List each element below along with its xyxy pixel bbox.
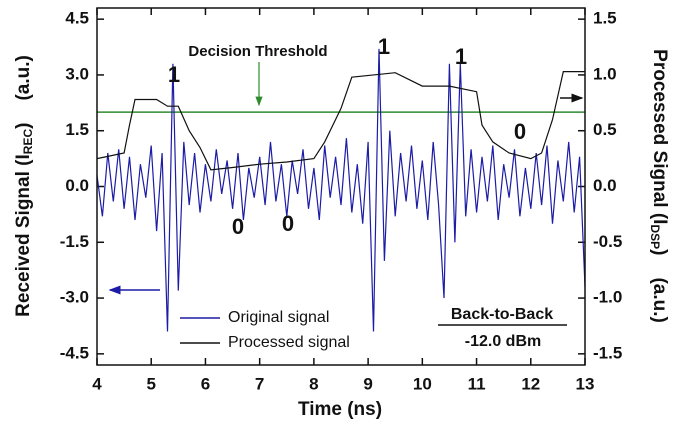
x-tick-label: 9 bbox=[363, 374, 372, 393]
series-line bbox=[96, 48, 586, 332]
y-tick-label: 0.0 bbox=[65, 176, 89, 195]
y2-axis-title-main: Processed Signal (I bbox=[649, 49, 670, 224]
y2-tick-label: -1.5 bbox=[593, 343, 622, 362]
y-axis-title-end: ) bbox=[13, 123, 34, 129]
y-axis-title: Received Signal (IREC) (a.u.) bbox=[13, 55, 35, 317]
annotation: 0 bbox=[514, 119, 526, 144]
x-tick-label: 12 bbox=[521, 374, 540, 393]
y2-axis-title-end: ) bbox=[649, 249, 670, 255]
legend-label: Original signal bbox=[228, 309, 329, 326]
y2-tick-label: 1.0 bbox=[593, 64, 617, 83]
annotation: Decision Threshold bbox=[188, 43, 327, 60]
y-tick-label: 3.0 bbox=[65, 64, 89, 83]
annotation: Back-to-Back bbox=[451, 306, 553, 323]
x-tick-label: 13 bbox=[576, 374, 595, 393]
x-tick-label: 8 bbox=[309, 374, 318, 393]
y-axis-title-sub: REC bbox=[21, 129, 35, 155]
series-line bbox=[96, 71, 585, 171]
y-tick-label: -3.0 bbox=[60, 288, 89, 307]
y2-tick-label: 0.5 bbox=[593, 120, 617, 139]
annotation: 0 bbox=[282, 211, 294, 236]
legend-label: Processed signal bbox=[228, 334, 350, 351]
x-tick-label: 6 bbox=[201, 374, 210, 393]
y-tick-label: -4.5 bbox=[60, 343, 89, 362]
y-tick-label: 4.5 bbox=[65, 9, 89, 28]
y2-tick-label: 0.0 bbox=[593, 176, 617, 195]
y2-tick-label: -1.0 bbox=[593, 288, 622, 307]
annotation: 1 bbox=[455, 44, 467, 69]
y-tick-label: 1.5 bbox=[65, 120, 89, 139]
y2-axis-title-sub: DSP bbox=[648, 224, 662, 249]
x-axis-title: Time (ns) bbox=[298, 399, 382, 420]
y-axis-title-main: Received Signal (I bbox=[13, 154, 34, 317]
y-tick-label: -1.5 bbox=[60, 232, 89, 251]
x-tick-label: 11 bbox=[468, 374, 486, 393]
annotation: -12.0 dBm bbox=[465, 333, 541, 350]
x-tick-label: 5 bbox=[146, 374, 155, 393]
annotation: 1 bbox=[168, 62, 180, 87]
annotation: 1 bbox=[378, 34, 390, 59]
x-tick-label: 10 bbox=[413, 374, 432, 393]
annotation: 0 bbox=[232, 214, 244, 239]
x-tick-label: 4 bbox=[92, 374, 102, 393]
y-axis-title-unit: (a.u.) bbox=[13, 55, 34, 100]
y2-tick-label: 1.5 bbox=[593, 9, 617, 28]
y2-axis-title: Processed Signal (IDSP) (a.u.) bbox=[648, 49, 670, 323]
plot-frame bbox=[96, 7, 586, 366]
y2-tick-label: -0.5 bbox=[593, 232, 622, 251]
x-tick-label: 7 bbox=[255, 374, 264, 393]
y2-axis-title-unit: (a.u.) bbox=[649, 277, 670, 322]
